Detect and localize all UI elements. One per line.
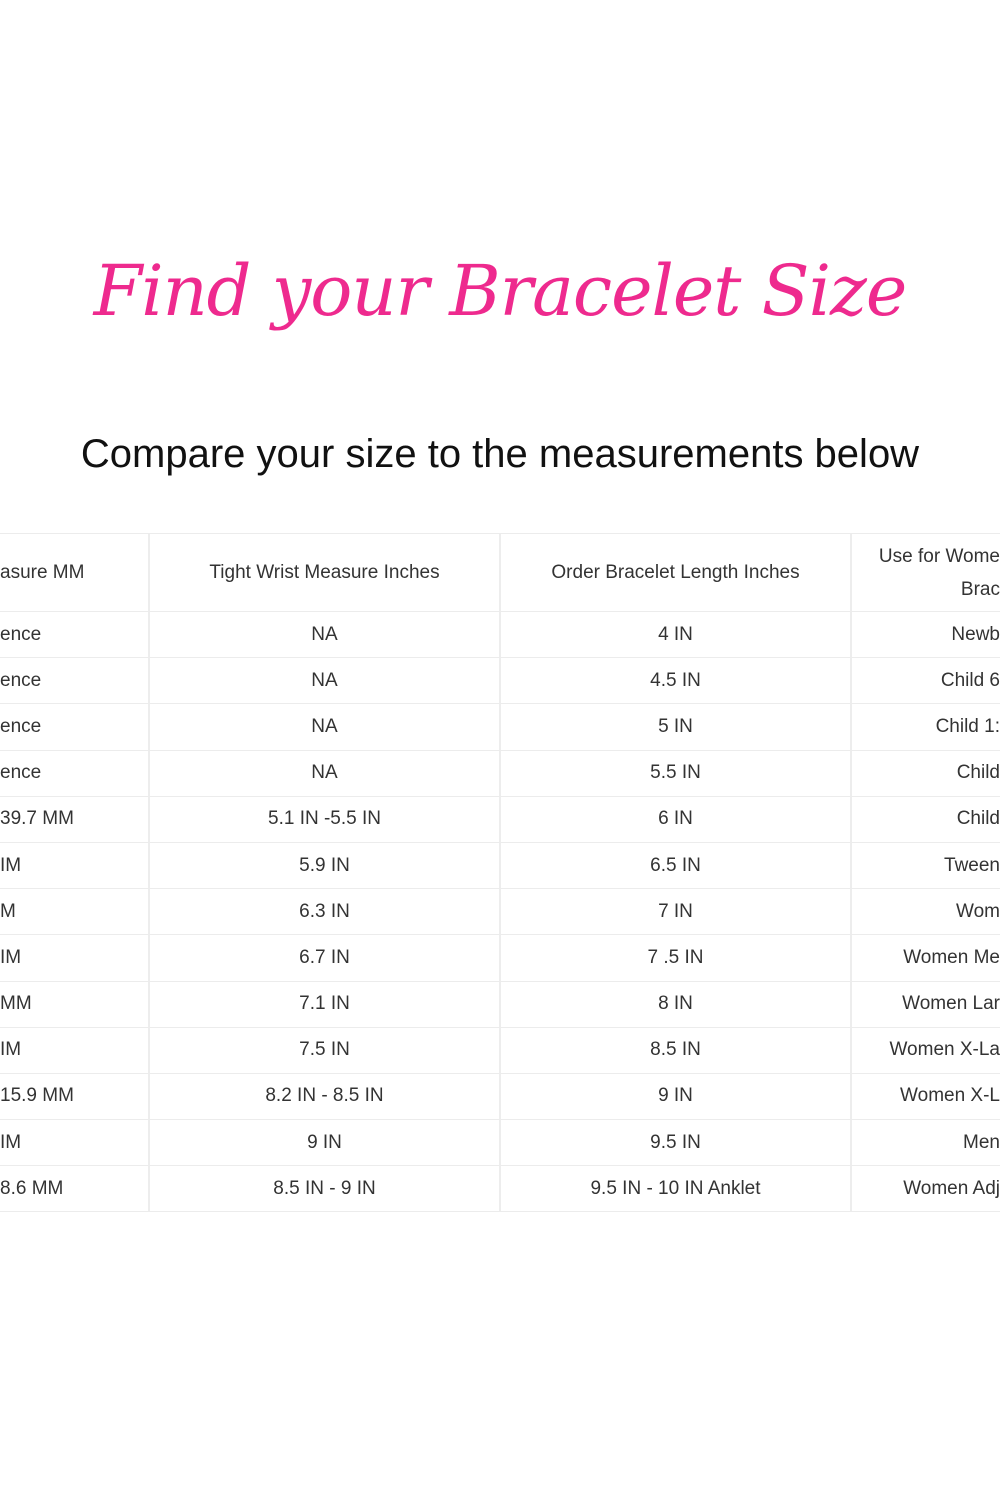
cell-use-for: Child 6 <box>940 669 1000 691</box>
table-row: IM 6.7 IN 7 .5 IN Women Me <box>0 935 1000 982</box>
cell-tight-wrist-inches: NA <box>150 704 501 750</box>
cell-wrist-mm: 15.9 MM <box>0 1073 150 1120</box>
cell-order-length: 7 IN <box>501 889 852 935</box>
table-row: 15.9 MM 8.2 IN - 8.5 IN 9 IN Women X-L <box>0 1073 1000 1121</box>
cell-order-length: 4 IN <box>501 612 852 658</box>
cell-wrist-mm: IM <box>0 1027 150 1073</box>
cell-wrist-mm: IM <box>0 1120 150 1166</box>
cell-tight-wrist-inches: 9 IN <box>150 1120 501 1166</box>
page-title: Find your Bracelet Size <box>93 250 908 332</box>
size-table: asure MM Tight Wrist Measure Inches Orde… <box>0 533 1000 1213</box>
cell-order-length: 4.5 IN <box>501 658 852 704</box>
cell-wrist-mm: 39.7 MM <box>0 796 150 842</box>
table-row: MM 7.1 IN 8 IN Women Lar <box>0 981 1000 1028</box>
cell-wrist-mm: ence <box>0 750 150 796</box>
cell-use-for: Men <box>963 1131 1000 1153</box>
cell-order-length: 9 IN <box>501 1073 852 1120</box>
cell-order-length: 5.5 IN <box>501 750 852 796</box>
cell-tight-wrist-inches: 8.5 IN - 9 IN <box>150 1166 501 1212</box>
header-use-for: Use for Wome Brac <box>852 534 1000 611</box>
header-use-for-line2: Brac <box>960 578 1000 600</box>
header-wrist-mm: asure MM <box>0 534 150 611</box>
cell-wrist-mm: M <box>0 889 150 935</box>
cell-wrist-mm: IM <box>0 842 150 889</box>
header-use-for-line1: Use for Wome <box>878 545 1000 567</box>
table-row: ence NA 4.5 IN Child 6 <box>0 658 1000 705</box>
cell-use-for: Child 1: <box>935 715 1000 737</box>
cell-tight-wrist-inches: 6.3 IN <box>150 889 501 935</box>
cell-tight-wrist-inches: 6.7 IN <box>150 935 501 981</box>
cell-use-for: Child <box>956 762 1000 784</box>
cell-order-length: 6.5 IN <box>501 842 852 889</box>
cell-order-length: 6 IN <box>501 796 852 842</box>
table-row: M 6.3 IN 7 IN Wom <box>0 889 1000 936</box>
table-row: ence NA 5 IN Child 1: <box>0 704 1000 751</box>
table-row: IM 7.5 IN 8.5 IN Women X-La <box>0 1027 1000 1074</box>
cell-order-length: 9.5 IN <box>501 1120 852 1166</box>
page-subtitle: Compare your size to the measurements be… <box>80 432 920 476</box>
cell-wrist-mm: ence <box>0 704 150 750</box>
table-body: ence NA 4 IN Newb ence NA 4.5 IN Child 6 ence NA 5… <box>0 612 1000 1213</box>
cell-order-length: 8.5 IN <box>501 1027 852 1073</box>
cell-use-for: Child <box>956 808 1000 830</box>
cell-use-for: Newb <box>951 623 1000 645</box>
cell-tight-wrist-inches: NA <box>150 612 501 658</box>
cell-order-length: 9.5 IN - 10 IN Anklet <box>501 1166 852 1212</box>
cell-order-length: 5 IN <box>501 704 852 750</box>
cell-order-length: 8 IN <box>501 981 852 1027</box>
cell-tight-wrist-inches: 5.9 IN <box>150 842 501 889</box>
cell-tight-wrist-inches: 7.5 IN <box>150 1027 501 1073</box>
table-row: ence NA 4 IN Newb <box>0 612 1000 659</box>
table-header-row: asure MM Tight Wrist Measure Inches Orde… <box>0 534 1000 612</box>
cell-use-for: Women X-L <box>900 1085 1000 1107</box>
table-row: 8.6 MM 8.5 IN - 9 IN 9.5 IN - 10 IN Anklet… <box>0 1166 1000 1213</box>
table-row: IM 5.9 IN 6.5 IN Tween <box>0 842 1000 890</box>
cell-use-for: Women Lar <box>902 993 1000 1015</box>
cell-tight-wrist-inches: 5.1 IN -5.5 IN <box>150 796 501 842</box>
cell-use-for: Women X-La <box>889 1039 1000 1061</box>
table-row: ence NA 5.5 IN Child <box>0 750 1000 797</box>
cell-tight-wrist-inches: 8.2 IN - 8.5 IN <box>150 1073 501 1120</box>
cell-wrist-mm: 8.6 MM <box>0 1166 150 1212</box>
cell-use-for: Women Me <box>903 946 1000 968</box>
table-row: IM 9 IN 9.5 IN Men <box>0 1120 1000 1167</box>
cell-tight-wrist-inches: NA <box>150 750 501 796</box>
cell-wrist-mm: IM <box>0 935 150 981</box>
cell-wrist-mm: ence <box>0 612 150 658</box>
cell-wrist-mm: MM <box>0 981 150 1027</box>
table-row: 39.7 MM 5.1 IN -5.5 IN 6 IN Child <box>0 796 1000 843</box>
cell-tight-wrist-inches: 7.1 IN <box>150 981 501 1027</box>
cell-wrist-mm: ence <box>0 658 150 704</box>
cell-order-length: 7 .5 IN <box>501 935 852 981</box>
cell-tight-wrist-inches: NA <box>150 658 501 704</box>
cell-use-for: Women Adj <box>903 1177 1000 1199</box>
header-tight-wrist-inches: Tight Wrist Measure Inches <box>150 534 501 611</box>
cell-use-for: Tween <box>944 854 1000 876</box>
cell-use-for: Wom <box>956 900 1000 922</box>
header-order-length: Order Bracelet Length Inches <box>501 534 852 611</box>
